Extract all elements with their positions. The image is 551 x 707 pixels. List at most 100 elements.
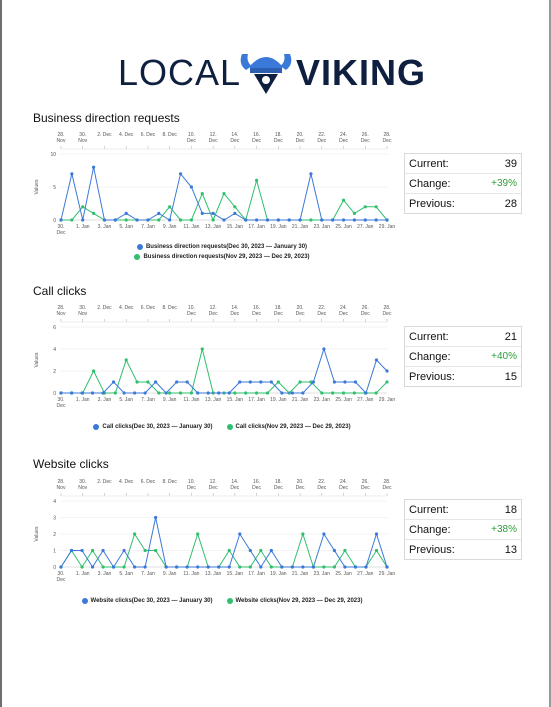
- section-title-call-clicks: Call clicks: [33, 284, 87, 298]
- data-point: [189, 218, 193, 222]
- x-tick-label-top: 14. Dec: [230, 479, 239, 491]
- data-point: [154, 548, 158, 553]
- x-tick-label-top: 16. Dec: [252, 132, 261, 144]
- x-tick-label-top: 12. Dec: [209, 132, 218, 144]
- data-point: [164, 565, 168, 569]
- x-tick-label-top: 26. Dec: [361, 305, 370, 317]
- data-point: [352, 391, 356, 395]
- data-point: [269, 380, 273, 384]
- series-line: [60, 532, 388, 568]
- x-tick-label-top: 8. Dec: [162, 479, 177, 485]
- x-tick-label-top: 2. Dec: [97, 132, 112, 138]
- x-tick-label-bottom: 13. Jan: [205, 571, 222, 577]
- x-tick-label-bottom: 19. Jan: [270, 397, 287, 403]
- x-tick-label-top: 28. Dec: [383, 132, 392, 144]
- data-point: [92, 211, 96, 215]
- data-point: [135, 380, 139, 384]
- legend-label[interactable]: Call clicks(Nov 29, 2023 — Dec 29, 2023): [235, 424, 351, 430]
- data-point: [259, 565, 263, 569]
- data-point: [122, 565, 126, 569]
- legend-label[interactable]: Website clicks(Nov 29, 2023 — Dec 29, 20…: [235, 598, 363, 604]
- data-point: [211, 211, 215, 215]
- data-point: [248, 548, 252, 553]
- data-point: [309, 218, 313, 222]
- x-tick-label-top: 8. Dec: [162, 305, 177, 311]
- legend-item-previous[interactable]: Business direction requests(Nov 29, 2023…: [62, 252, 382, 262]
- data-point: [92, 165, 96, 169]
- data-point: [227, 391, 231, 395]
- data-point: [385, 380, 389, 384]
- x-tick-label-top: 28. Dec: [383, 479, 392, 491]
- data-point: [81, 205, 85, 209]
- data-point: [259, 548, 263, 553]
- data-point: [69, 548, 74, 553]
- data-point: [309, 380, 313, 384]
- x-tick-label-top: 26. Dec: [361, 132, 370, 144]
- data-point: [298, 380, 302, 384]
- legend-item-current[interactable]: Business direction requests(Dec 30, 2023…: [62, 242, 382, 252]
- chart-business-direction: 28. Nov 30. Nov 2. Dec 4. Dec 6. Dec 8. Dec 10. D…: [30, 132, 395, 272]
- legend-label[interactable]: Call clicks(Dec 30, 2023 — January 30): [102, 424, 213, 430]
- x-tick-label-top: 22. Dec: [317, 479, 326, 491]
- x-tick-label-top: 2. Dec: [97, 305, 112, 311]
- data-point: [157, 218, 161, 222]
- data-point: [385, 565, 389, 569]
- data-point: [374, 358, 379, 362]
- data-point: [227, 565, 231, 569]
- data-point: [374, 391, 378, 395]
- data-point: [189, 185, 193, 189]
- data-point: [222, 192, 226, 196]
- chart-legend: Website clicks(Dec 30, 2023 — January 30…: [62, 596, 382, 606]
- legend-marker-icon: [136, 244, 143, 250]
- series-line: [61, 178, 388, 222]
- data-point: [146, 218, 150, 222]
- x-tick-label-bottom: 21. Jan: [292, 571, 309, 577]
- x-tick-label-bottom: 11. Jan: [183, 397, 199, 403]
- x-tick-label-bottom: 30. Dec: [57, 571, 66, 583]
- data-point: [227, 548, 231, 553]
- x-tick-label-bottom: 17. Jan: [248, 224, 265, 230]
- data-point: [178, 172, 183, 176]
- data-point: [363, 205, 367, 209]
- x-tick-label-top: 20. Dec: [296, 479, 305, 491]
- x-tick-label-top: 28. Nov: [57, 305, 66, 317]
- data-point: [196, 391, 200, 395]
- data-point: [102, 218, 107, 222]
- data-point: [233, 391, 237, 395]
- data-point: [238, 380, 242, 384]
- x-tick-label-bottom: 11. Jan: [183, 571, 199, 577]
- data-point: [90, 565, 95, 569]
- stat-previous: Previous: 13: [405, 540, 521, 559]
- x-tick-label-bottom: 29. Jan: [379, 397, 396, 403]
- legend-label: Business direction requests(Dec 30, 2023…: [145, 244, 308, 250]
- stat-previous: Previous: 28: [405, 194, 521, 213]
- stat-change: Change: +39%: [405, 174, 521, 194]
- data-point: [343, 565, 347, 569]
- data-point: [374, 548, 379, 553]
- data-point: [154, 515, 158, 520]
- data-point: [124, 211, 128, 215]
- data-point: [168, 205, 172, 209]
- x-tick-label-bottom: 23. Jan: [314, 397, 331, 403]
- stat-label: Previous:: [409, 370, 455, 383]
- x-tick-label-bottom: 9. Jan: [163, 397, 177, 403]
- data-point: [269, 565, 273, 569]
- x-tick-label-top: 4. Dec: [119, 305, 134, 311]
- legend-marker-icon: [226, 598, 233, 604]
- data-point: [248, 565, 252, 569]
- x-tick-label-bottom: 30. Dec: [57, 224, 66, 236]
- y-tick-label: 6: [53, 325, 56, 331]
- data-point: [352, 218, 356, 222]
- data-point: [59, 565, 63, 569]
- data-point: [200, 347, 204, 351]
- stat-value: 18: [504, 503, 517, 516]
- data-point: [217, 391, 221, 395]
- data-point: [332, 565, 337, 569]
- x-tick-label-top: 10. Dec: [187, 479, 196, 491]
- x-tick-label-bottom: 13. Jan: [205, 397, 222, 403]
- data-point: [322, 565, 326, 569]
- data-point: [59, 218, 63, 222]
- x-tick-label-bottom: 13. Jan: [205, 224, 222, 230]
- legend-label[interactable]: Website clicks(Dec 30, 2023 — January 30…: [90, 598, 213, 604]
- data-point: [353, 565, 358, 569]
